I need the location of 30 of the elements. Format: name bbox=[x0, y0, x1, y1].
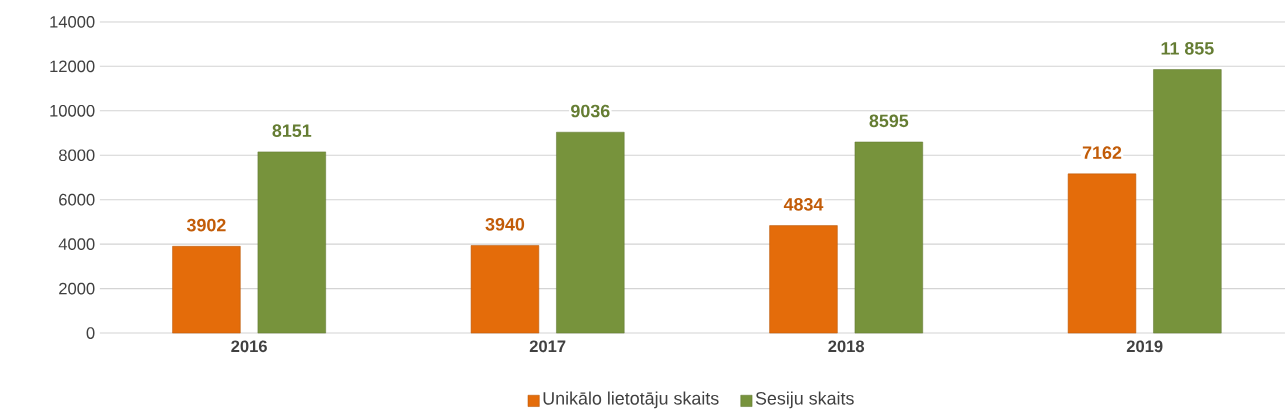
bar bbox=[1067, 173, 1137, 334]
x-tick-label: 2018 bbox=[828, 340, 865, 353]
y-tick-label: 0 bbox=[86, 327, 95, 340]
bar bbox=[769, 225, 838, 334]
legend-label: Sesiju skaits bbox=[755, 391, 854, 409]
x-tick-label: 2017 bbox=[529, 340, 566, 353]
bar bbox=[470, 245, 540, 334]
data-label: 8595 bbox=[869, 114, 909, 128]
data-label: 3940 bbox=[485, 218, 525, 231]
bar bbox=[257, 151, 326, 334]
y-tick-label: 14000 bbox=[50, 16, 95, 28]
bar bbox=[556, 132, 625, 334]
y-tick-label: 4000 bbox=[58, 238, 95, 251]
bar bbox=[1153, 69, 1222, 334]
data-label: 3902 bbox=[186, 218, 226, 232]
bar bbox=[854, 141, 923, 334]
data-label: 4834 bbox=[783, 198, 824, 211]
y-tick-label: 2000 bbox=[59, 282, 95, 295]
data-label: 8151 bbox=[272, 124, 312, 138]
y-tick-label: 10000 bbox=[50, 105, 95, 117]
x-tick-label: 2016 bbox=[231, 340, 267, 353]
x-tick-label: 2019 bbox=[1126, 340, 1163, 353]
bar bbox=[172, 246, 241, 334]
data-label: 11 855 bbox=[1161, 42, 1214, 55]
y-tick-label: 12000 bbox=[50, 60, 95, 73]
y-tick-label: 8000 bbox=[59, 149, 95, 162]
legend-label: Unikālo lietotāju skaits bbox=[543, 391, 719, 409]
y-tick-label: 6000 bbox=[59, 194, 95, 206]
data-label: 9036 bbox=[571, 104, 610, 118]
data-label: 7162 bbox=[1082, 146, 1122, 160]
